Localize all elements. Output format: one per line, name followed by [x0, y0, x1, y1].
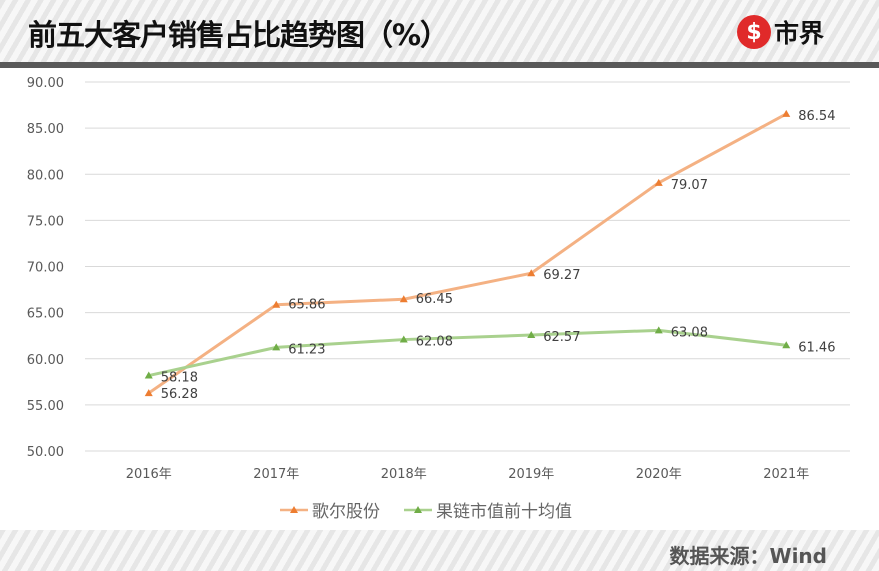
y-tick-label: 60.00 — [27, 353, 64, 368]
data-source: 数据来源：Wind — [669, 544, 827, 568]
legend-marker-icon — [404, 505, 432, 513]
x-tick-label: 2021年 — [763, 467, 809, 482]
y-tick-label: 75.00 — [27, 214, 64, 229]
legend-label: 歌尔股份 — [312, 502, 380, 522]
footer: 数据来源：Wind — [0, 530, 879, 571]
data-label: 62.57 — [543, 330, 580, 345]
data-label: 62.08 — [416, 335, 453, 350]
y-tick-label: 80.00 — [27, 168, 64, 183]
x-tick-label: 2017年 — [253, 467, 299, 482]
data-label: 65.86 — [288, 298, 325, 313]
series-line-1 — [147, 112, 787, 395]
x-tick-label: 2018年 — [381, 467, 427, 482]
data-label: 86.54 — [798, 109, 835, 124]
y-tick-label: 50.00 — [27, 445, 64, 460]
logo-text: 市界 — [774, 19, 825, 48]
data-label: 69.27 — [543, 268, 580, 283]
data-label: 56.28 — [161, 387, 198, 402]
data-point — [782, 341, 791, 349]
data-point — [399, 295, 408, 303]
legend: 歌尔股份 果链市值前十均值 — [280, 497, 572, 522]
data-point — [527, 269, 536, 277]
data-point — [144, 389, 153, 397]
header: 前五大客户销售占比趋势图（%） $ 市界 — [0, 0, 879, 62]
line-chart: 50.00 55.00 60.00 65.00 70.00 75.00 80.00 85.00… — [27, 76, 850, 482]
data-label: 61.46 — [798, 340, 835, 355]
data-point — [527, 331, 536, 339]
y-tick-label: 65.00 — [27, 307, 64, 322]
data-label: 66.45 — [416, 292, 453, 307]
data-point — [654, 178, 663, 186]
legend-label: 果链市值前十均值 — [436, 502, 572, 522]
series-line-2 — [148, 328, 787, 378]
data-label: 79.07 — [671, 178, 708, 193]
y-tick-label: 70.00 — [27, 261, 64, 276]
legend-item-series2: 果链市值前十均值 — [404, 497, 572, 522]
x-tick-label: 2020年 — [636, 467, 682, 482]
data-point — [272, 300, 281, 308]
data-label: 58.18 — [161, 371, 198, 386]
data-point — [654, 326, 663, 334]
data-point — [272, 343, 281, 351]
data-point — [782, 109, 791, 117]
y-tick-label: 90.00 — [27, 76, 64, 91]
x-tick-label: 2019年 — [508, 467, 554, 482]
legend-marker-icon — [280, 505, 308, 513]
logo: $ 市界 — [737, 14, 824, 50]
legend-item-series1: 歌尔股份 — [280, 497, 380, 522]
logo-icon: $ — [737, 15, 771, 49]
data-label: 61.23 — [288, 342, 325, 357]
page-title: 前五大客户销售占比趋势图（%） — [28, 18, 449, 52]
x-tick-label: 2016年 — [126, 467, 172, 482]
data-point — [399, 335, 408, 343]
data-label: 63.08 — [671, 325, 708, 340]
header-divider — [0, 62, 879, 68]
data-point — [144, 371, 153, 379]
y-tick-label: 55.00 — [27, 399, 64, 414]
y-tick-label: 85.00 — [27, 122, 64, 137]
